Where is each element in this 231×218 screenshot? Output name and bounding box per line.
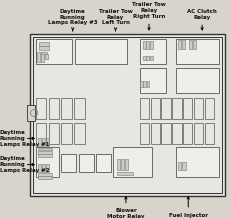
Text: Daytime
Running
Lamps Relay #1: Daytime Running Lamps Relay #1 — [0, 130, 49, 147]
Bar — [36, 123, 46, 144]
Bar — [182, 162, 186, 170]
Bar — [30, 34, 225, 196]
Bar — [41, 52, 44, 62]
Bar — [172, 98, 182, 119]
Text: Daytime
Running
Lamps Relay #3: Daytime Running Lamps Relay #3 — [48, 9, 97, 31]
Bar — [36, 147, 59, 177]
Bar — [189, 40, 192, 49]
Bar — [143, 81, 146, 87]
Bar — [140, 68, 166, 93]
Bar — [176, 39, 219, 64]
Bar — [150, 56, 153, 60]
Bar — [38, 151, 52, 154]
Bar — [74, 123, 85, 144]
Bar — [74, 98, 85, 119]
Bar — [150, 41, 153, 49]
Bar — [61, 154, 76, 172]
Bar — [146, 56, 149, 60]
Bar — [79, 154, 94, 172]
Text: Fuel Injector
Control Module
FICM Power
Relay: Fuel Injector Control Module FICM Power … — [164, 197, 212, 218]
Bar — [49, 123, 59, 144]
Bar — [38, 154, 52, 157]
Bar — [140, 98, 149, 119]
Bar — [140, 123, 149, 144]
Bar — [42, 164, 45, 172]
Bar — [194, 98, 203, 119]
Bar — [45, 54, 48, 59]
Bar — [140, 39, 166, 64]
Bar — [182, 40, 185, 49]
Bar — [205, 123, 214, 144]
Bar — [121, 159, 124, 170]
Text: AC Clutch
Relay: AC Clutch Relay — [187, 9, 217, 30]
Bar — [183, 98, 192, 119]
Bar — [151, 98, 160, 119]
Bar — [41, 52, 47, 54]
Bar — [194, 123, 203, 144]
Bar — [49, 98, 59, 119]
Bar — [38, 173, 52, 176]
Bar — [36, 39, 72, 64]
Bar — [117, 172, 133, 175]
Bar — [193, 40, 196, 49]
Bar — [46, 138, 49, 146]
Bar — [61, 123, 72, 144]
Bar — [36, 98, 46, 119]
Bar — [146, 41, 149, 49]
Bar — [205, 98, 214, 119]
Bar — [125, 159, 128, 170]
Text: Daytime
Running
Lamps Relay #2: Daytime Running Lamps Relay #2 — [0, 156, 49, 173]
Bar — [96, 154, 111, 172]
Bar — [161, 98, 171, 119]
Bar — [151, 123, 160, 144]
Bar — [143, 41, 146, 49]
Bar — [113, 147, 152, 177]
Bar — [178, 40, 181, 49]
Text: Blower
Motor Relay: Blower Motor Relay — [107, 197, 145, 218]
Bar — [161, 123, 171, 144]
Bar — [147, 81, 149, 87]
Bar — [61, 98, 72, 119]
Bar — [38, 176, 52, 179]
Bar — [178, 162, 181, 170]
Bar — [38, 148, 52, 150]
Bar — [39, 42, 49, 46]
Text: Trailer Tow
Relay
Right Turn: Trailer Tow Relay Right Turn — [132, 2, 166, 30]
Bar — [117, 159, 120, 170]
Bar — [46, 164, 49, 172]
Bar — [183, 123, 192, 144]
Bar — [42, 138, 45, 146]
Bar — [143, 56, 146, 60]
Bar — [37, 52, 40, 62]
Bar — [176, 147, 219, 177]
Bar — [33, 37, 222, 193]
Bar — [27, 105, 35, 121]
Bar — [176, 68, 219, 93]
Bar — [38, 138, 41, 146]
Bar — [38, 164, 41, 172]
Text: Trailer Tow
Relay
Left Turn: Trailer Tow Relay Left Turn — [99, 9, 132, 31]
Bar — [39, 46, 49, 50]
Bar — [75, 39, 127, 64]
Bar — [172, 123, 182, 144]
Bar — [140, 81, 143, 87]
